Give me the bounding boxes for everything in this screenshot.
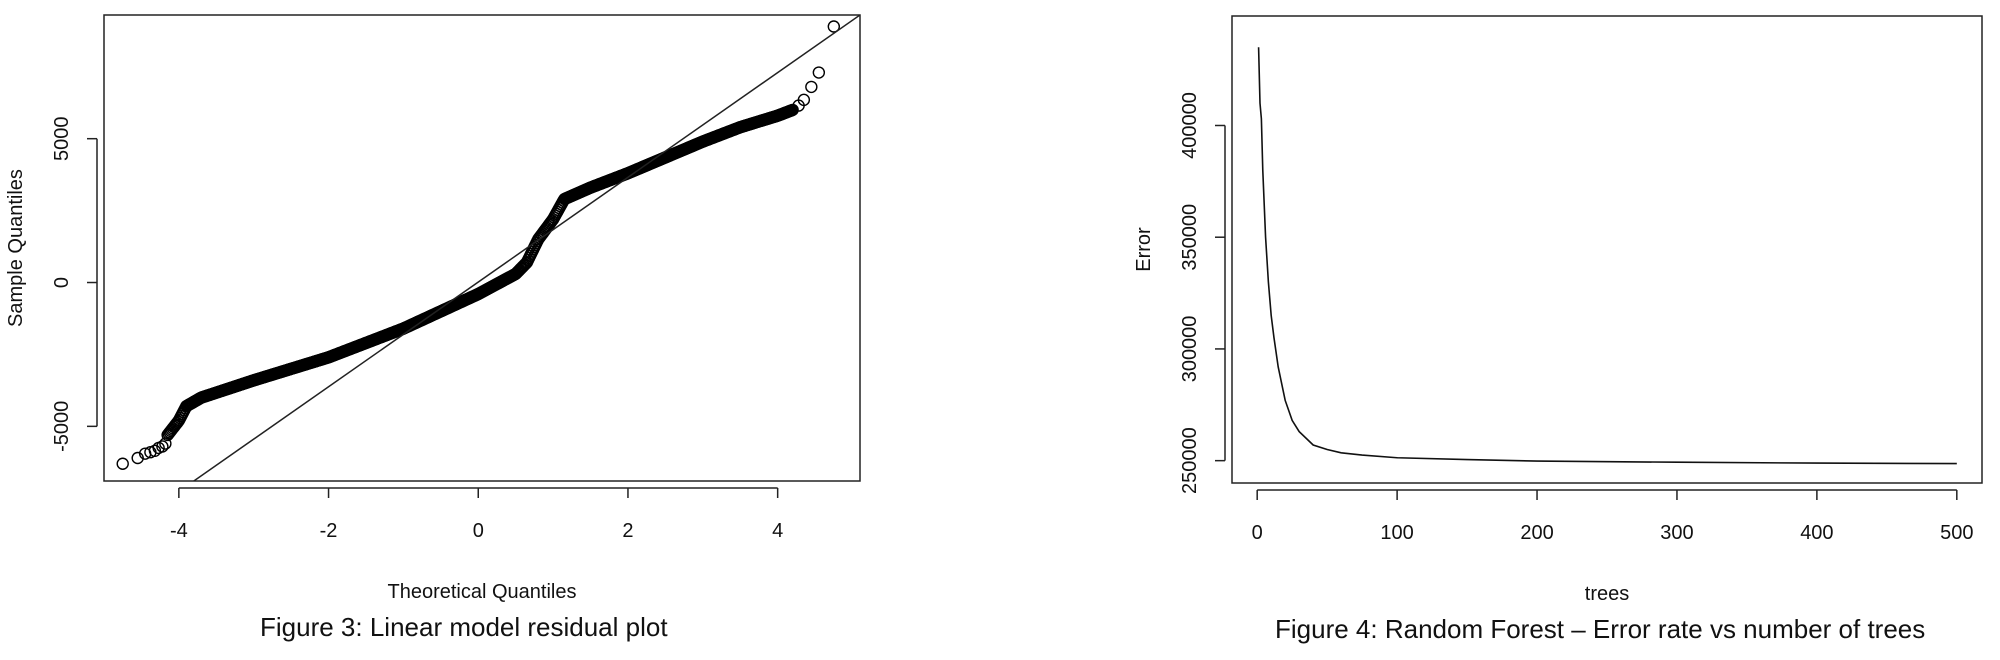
y-tick-label: 350000 xyxy=(1179,204,1201,271)
x-tick-label: 200 xyxy=(1520,522,1553,544)
qq-point xyxy=(148,444,162,457)
qq-point xyxy=(131,451,144,465)
qq-point xyxy=(797,93,811,107)
x-tick-label: -4 xyxy=(170,520,188,542)
error-vs-trees-chart: 0 100 200 300 400 500 250000 300000 350000 400000… xyxy=(1133,15,1983,605)
qq-reference-line xyxy=(193,15,860,481)
figure-4-caption: Figure 4: Random Forest – Error rate vs … xyxy=(1275,614,1926,644)
y-tick-label: -5000 xyxy=(51,401,73,452)
qq-plot-chart: -4 -2 0 2 4 -5000 0 5000 Theoretical Quantiles Sa… xyxy=(5,14,861,603)
figure-3-caption: Figure 3: Linear model residual plot xyxy=(260,612,668,642)
x-tick-label: 0 xyxy=(1252,522,1263,544)
x-tick-label: 400 xyxy=(1800,522,1833,544)
qq-point xyxy=(827,20,841,33)
x-tick-label: -2 xyxy=(320,520,338,542)
x-tick-label: 4 xyxy=(772,520,783,542)
x-axis-title: trees xyxy=(1585,583,1629,605)
x-tick-label: 2 xyxy=(622,520,633,542)
x-tick-label: 100 xyxy=(1380,522,1413,544)
x-tick-label: 300 xyxy=(1660,522,1693,544)
y-tick-label: 400000 xyxy=(1179,92,1201,159)
error-line-series xyxy=(1257,47,1957,465)
y-tick-label: 300000 xyxy=(1179,316,1201,383)
qq-point xyxy=(159,437,172,450)
y-axis-title: Sample Quantiles xyxy=(5,169,27,327)
qq-point xyxy=(812,66,826,79)
x-tick-label: 500 xyxy=(1940,522,1973,544)
qq-points xyxy=(116,20,841,470)
y-axis-title: Error xyxy=(1133,227,1155,272)
qq-point xyxy=(116,457,129,470)
x-axis-title: Theoretical Quantiles xyxy=(388,581,577,603)
plot-frame xyxy=(103,14,861,482)
y-tick-label: 0 xyxy=(51,277,73,288)
qq-point xyxy=(156,440,169,453)
qq-point xyxy=(805,80,818,94)
y-tick-label: 5000 xyxy=(51,116,73,161)
x-tick-label: 0 xyxy=(473,520,484,542)
y-tick-label: 250000 xyxy=(1179,427,1201,494)
plot-frame xyxy=(1231,15,1983,484)
